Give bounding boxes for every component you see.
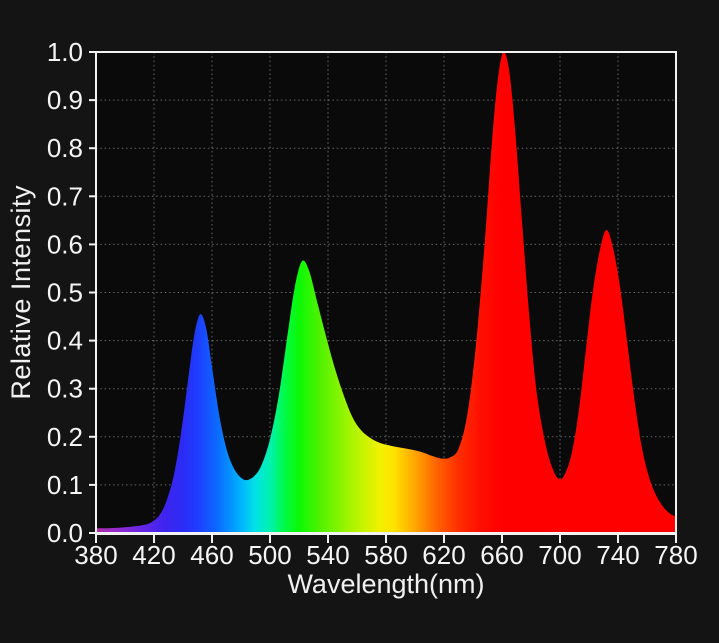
y-tick-label: 0.6 <box>47 229 83 259</box>
y-tick-label: 0.1 <box>47 470 83 500</box>
x-tick-label: 460 <box>190 540 233 570</box>
x-tick-label: 620 <box>422 540 465 570</box>
y-tick-label: 0.3 <box>47 374 83 404</box>
y-axis-title: Relative Intensity <box>6 52 37 533</box>
x-tick-label: 540 <box>306 540 349 570</box>
x-tick-label: 500 <box>248 540 291 570</box>
x-axis-ticks: 380 420 460 500 540 580 620 660 700 740 780 <box>74 534 698 570</box>
x-tick-label: 580 <box>364 540 407 570</box>
x-axis-title: Wavelength(nm) <box>287 569 485 599</box>
y-axis-ticks: 0.0 0.1 0.2 0.3 0.4 0.5 0.6 0.7 0.8 0.9 1.0 <box>47 37 96 548</box>
x-tick-label: 380 <box>74 540 117 570</box>
spectrum-area-series <box>96 52 676 533</box>
x-tick-label: 660 <box>480 540 523 570</box>
y-tick-label: 0.0 <box>47 518 83 548</box>
y-tick-label: 0.9 <box>47 85 83 115</box>
x-tick-label: 420 <box>132 540 175 570</box>
y-axis-title-text: Relative Intensity <box>6 185 36 400</box>
x-tick-label: 780 <box>654 540 697 570</box>
x-tick-label: 700 <box>538 540 581 570</box>
y-tick-label: 0.5 <box>47 278 83 308</box>
y-tick-label: 0.4 <box>47 326 83 356</box>
x-tick-label: 740 <box>596 540 639 570</box>
y-tick-label: 0.2 <box>47 422 83 452</box>
y-tick-label: 0.7 <box>47 181 83 211</box>
y-tick-label: 0.8 <box>47 133 83 163</box>
y-tick-label: 1.0 <box>47 37 83 67</box>
